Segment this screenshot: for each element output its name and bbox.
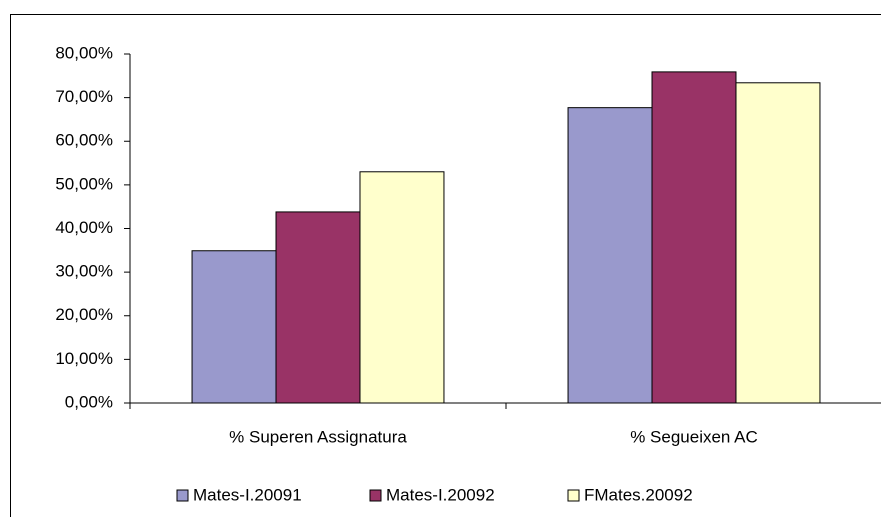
y-tick-label: 10,00% <box>55 349 113 368</box>
y-tick-label: 20,00% <box>55 305 113 324</box>
bar <box>359 171 445 404</box>
chart-border <box>10 14 881 517</box>
y-tick-label: 30,00% <box>55 262 113 281</box>
x-tick-label: % Superen Assignatura <box>229 427 407 446</box>
legend-label: FMates.20092 <box>584 485 693 504</box>
x-tick-label: % Segueixen AC <box>630 427 758 446</box>
legend-swatch <box>176 489 189 502</box>
legend-label: Mates-I.20092 <box>386 485 495 504</box>
y-tick-label: 40,00% <box>55 218 113 237</box>
y-tick-label: 70,00% <box>55 87 113 106</box>
legend-label: Mates-I.20091 <box>193 485 302 504</box>
bar <box>191 250 277 404</box>
legend-swatch <box>369 489 382 502</box>
bar <box>567 107 653 404</box>
y-tick-label: 50,00% <box>55 174 113 193</box>
y-tick-label: 60,00% <box>55 131 113 150</box>
bar <box>651 71 737 404</box>
legend-swatch <box>567 489 580 502</box>
y-tick-label: 80,00% <box>55 43 113 62</box>
bar <box>735 82 821 404</box>
y-tick-label: 0,00% <box>65 392 113 411</box>
bar <box>275 211 361 404</box>
